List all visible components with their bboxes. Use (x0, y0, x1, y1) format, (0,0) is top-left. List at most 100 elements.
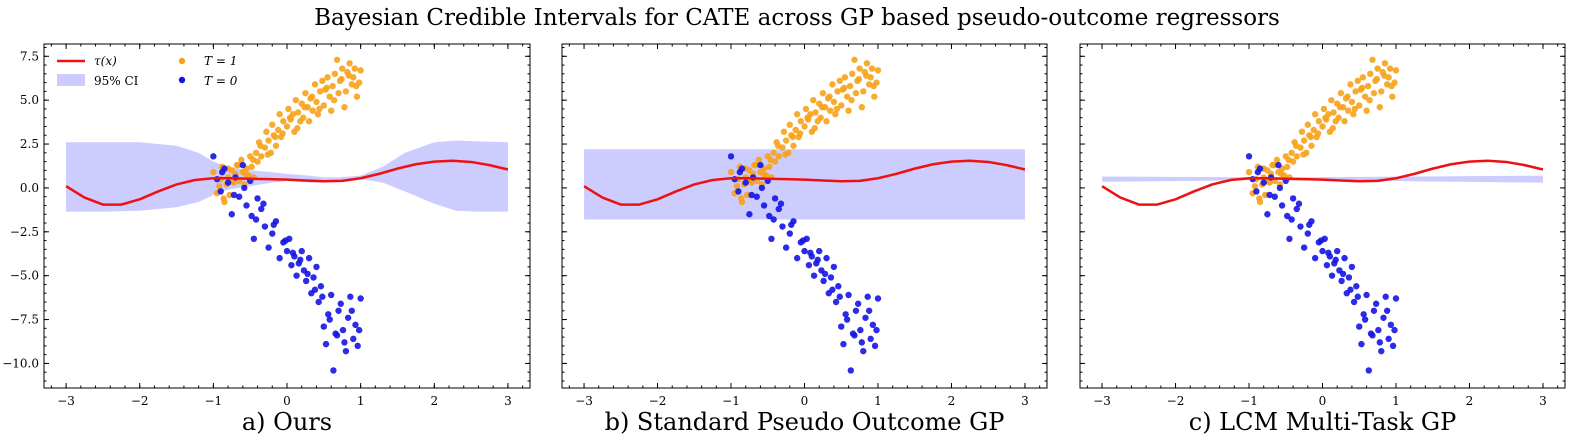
treated-point (292, 96, 300, 104)
treated-point (804, 114, 811, 121)
treated-point (333, 56, 341, 63)
treated-point (302, 89, 309, 97)
x-tick-label: 2 (430, 394, 438, 408)
control-point (1363, 291, 1370, 299)
treated-point (1348, 98, 1356, 106)
treated-point (849, 70, 856, 78)
control-point (1295, 200, 1303, 207)
control-point (1304, 230, 1312, 237)
treated-point (817, 114, 824, 121)
control-point (1306, 221, 1313, 228)
control-point (350, 335, 357, 343)
x-tick-label: −3 (57, 394, 75, 408)
treated-point (314, 111, 322, 118)
treated-point (856, 65, 863, 72)
treated-point (1354, 77, 1361, 85)
control-point (305, 254, 313, 262)
treated-point (1337, 89, 1345, 97)
control-point (829, 286, 836, 293)
control-point (768, 235, 775, 243)
treated-point (833, 105, 841, 113)
treated-point (316, 105, 323, 113)
treated-point (216, 182, 223, 190)
treated-point (263, 128, 270, 135)
control-point (862, 314, 869, 321)
treated-point (242, 170, 249, 178)
treated-point (345, 72, 353, 79)
control-point (1339, 270, 1347, 278)
treated-point (313, 98, 320, 106)
treated-point (319, 77, 326, 85)
treated-point (294, 109, 302, 116)
treated-point (272, 142, 280, 149)
panel-3: −3 −2 −1 0 1 2 3 c) LCM Multi-Task GP (1079, 43, 1566, 436)
control-point (840, 340, 847, 348)
control-point (1254, 168, 1262, 176)
treated-point (845, 107, 852, 114)
control-point (282, 237, 289, 244)
treated-point (790, 142, 797, 149)
control-point (1358, 340, 1365, 348)
treated-point (826, 93, 833, 100)
treated-point (1359, 74, 1367, 81)
treated-point (1378, 88, 1385, 95)
treated-point (1300, 137, 1308, 144)
treated-point (792, 126, 799, 134)
control-point (801, 247, 808, 255)
treated-point (1381, 72, 1388, 79)
x-tick-label: −3 (575, 394, 593, 408)
treated-point (830, 98, 838, 106)
treated-point (767, 156, 774, 164)
treated-point (1373, 75, 1381, 83)
treated-point (1361, 93, 1369, 100)
treated-point (858, 103, 866, 111)
control-point (270, 221, 277, 228)
treated-point (1366, 96, 1373, 104)
control-point (315, 298, 322, 306)
control-point (313, 263, 320, 271)
treated-point (1341, 118, 1348, 125)
panel-1: −3 −2 −1 0 1 2 3 −10.0 −7.5 −5.0 −2.5 0.0 2.5 5.0 7.5 a… (2, 43, 531, 436)
treated-point (829, 81, 836, 88)
treated-point (1392, 67, 1400, 74)
control-point (871, 342, 879, 350)
treated-point (1351, 105, 1359, 113)
tau-line (583, 159, 1026, 206)
control-point (766, 212, 773, 220)
legend-treated-swatch (178, 57, 186, 65)
y-tick-label: −5.0 (10, 269, 39, 283)
control-point (1391, 326, 1398, 334)
treated-point (1245, 168, 1253, 176)
control-point (1354, 293, 1361, 300)
treated-point (286, 114, 294, 121)
treated-point (836, 77, 843, 85)
treated-point (1363, 107, 1370, 114)
control-point (1378, 347, 1385, 355)
control-point (1300, 244, 1308, 251)
control-point (341, 339, 348, 346)
treated-point (1350, 111, 1357, 118)
treated-point (330, 96, 338, 104)
treated-point (257, 142, 264, 149)
treated-point (812, 109, 819, 116)
treated-point (1273, 156, 1281, 164)
control-point (1360, 311, 1367, 318)
legend-treated-label: T = 1 (204, 54, 237, 68)
control-point (1380, 314, 1387, 321)
treated-point (1261, 191, 1269, 199)
axes-frame (43, 43, 531, 389)
control-point (1328, 272, 1336, 279)
treated-point (1367, 70, 1374, 78)
treated-point (1319, 123, 1326, 130)
treated-point (1307, 133, 1314, 141)
treated-point (874, 67, 882, 74)
treated-point (848, 96, 855, 104)
control-point (265, 244, 272, 251)
control-point (854, 300, 862, 307)
treated-point (1386, 65, 1394, 72)
control-point (865, 307, 873, 314)
treated-point (775, 153, 782, 160)
control-point (276, 254, 283, 262)
treated-point (843, 93, 851, 100)
treated-point (802, 105, 810, 113)
